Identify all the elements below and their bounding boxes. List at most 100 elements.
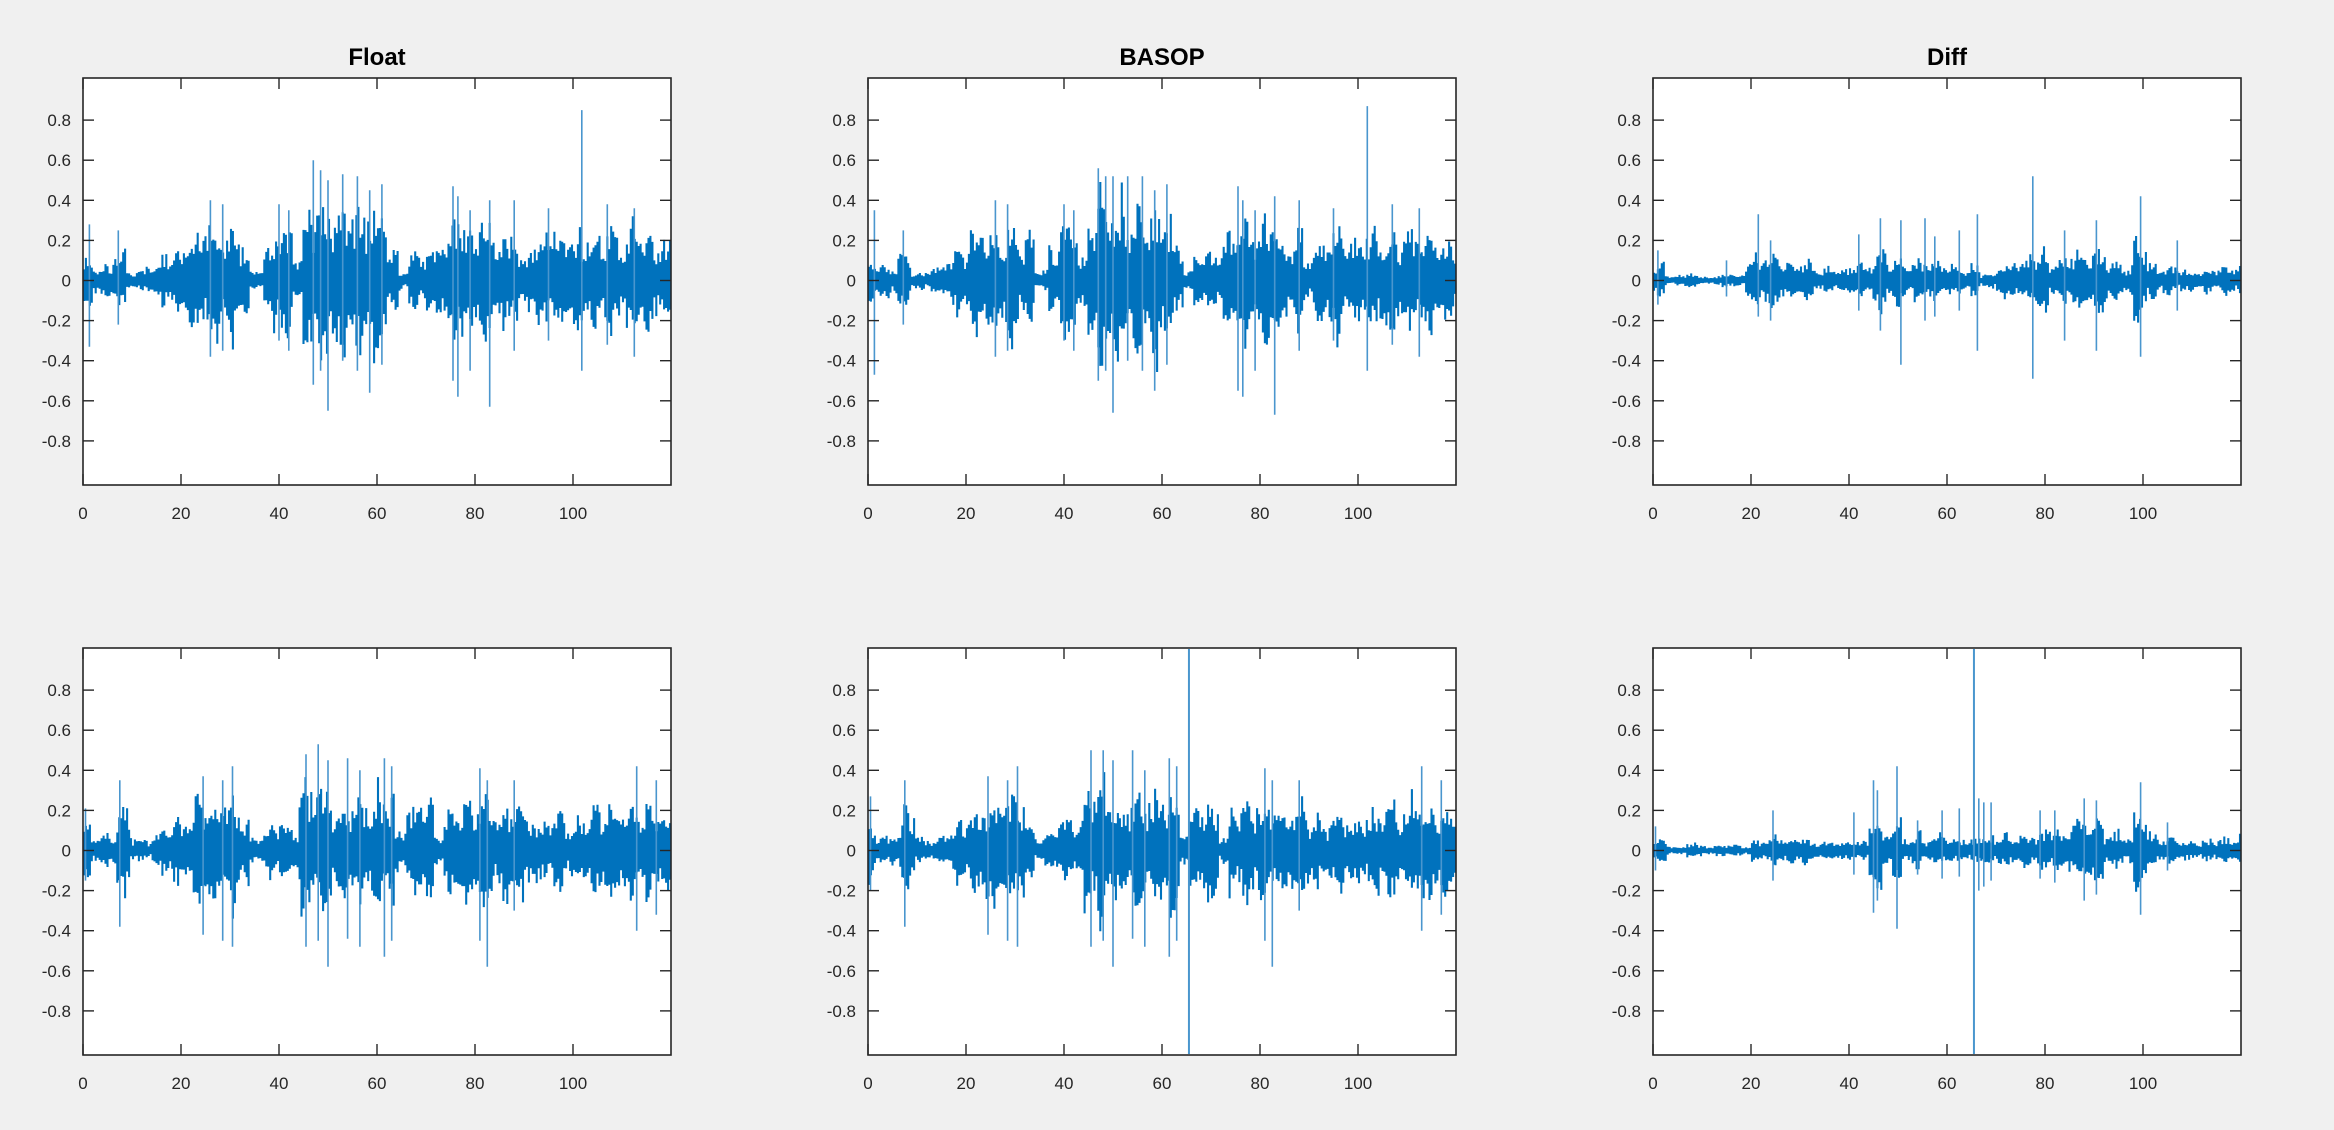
- y-tick-label: 0: [847, 271, 856, 290]
- y-tick-label: 0.4: [832, 191, 856, 210]
- x-tick-label: 100: [559, 1074, 587, 1093]
- waveform-peaks: [1657, 176, 2179, 379]
- y-tick-label: -0.6: [1612, 392, 1641, 411]
- y-tick-label: 0.2: [832, 801, 856, 820]
- y-tick-label: -0.2: [1612, 312, 1641, 331]
- x-tick-label: 80: [1251, 504, 1270, 523]
- y-tick-label: -0.4: [1612, 352, 1641, 371]
- x-tick-label: 40: [270, 1074, 289, 1093]
- y-tick-label: -0.8: [827, 1002, 856, 1021]
- y-tick-label: -0.4: [42, 922, 71, 941]
- y-tick-label: 0.8: [1617, 681, 1641, 700]
- x-tick-label: 20: [172, 1074, 191, 1093]
- x-tick-label: 40: [270, 504, 289, 523]
- plot-title-diff: Diff: [1927, 44, 1967, 71]
- x-tick-label: 20: [172, 504, 191, 523]
- y-tick-label: 0: [62, 841, 71, 860]
- y-tick-label: 0.4: [1617, 191, 1641, 210]
- waveform-body: [82, 206, 672, 364]
- x-tick-label: 100: [1344, 504, 1372, 523]
- y-tick-label: -0.6: [42, 962, 71, 981]
- x-tick-label: 60: [1153, 1074, 1172, 1093]
- axes-diff-ch2: 0 20 40 60 80 100 -0.8 -0.6 -0.4 -0.2 0 0.2 0.4 0.6 0.…: [1612, 647, 2242, 1093]
- y-tick-label: -0.2: [827, 882, 856, 901]
- x-tick-label: 80: [1251, 1074, 1270, 1093]
- y-tick-label: 0: [1632, 271, 1641, 290]
- y-tick-label: 0.2: [47, 231, 71, 250]
- x-tick-label: 40: [1840, 504, 1859, 523]
- y-tick-label: -0.6: [827, 392, 856, 411]
- y-tick-label: -0.6: [42, 392, 71, 411]
- x-tick-label: 60: [1938, 1074, 1957, 1093]
- x-tick-label: 0: [863, 1074, 872, 1093]
- waveform-peaks: [88, 110, 636, 411]
- y-tick-label: 0: [1632, 841, 1641, 860]
- waveform-peaks: [1654, 766, 2169, 929]
- y-tick-label: 0.4: [47, 191, 71, 210]
- y-tick-label: -0.4: [827, 922, 856, 941]
- y-tick-label: -0.4: [827, 352, 856, 371]
- x-tick-label: 80: [466, 1074, 485, 1093]
- waveform-body: [82, 777, 672, 919]
- y-tick-label: 0.8: [47, 681, 71, 700]
- x-tick-label: 40: [1055, 1074, 1074, 1093]
- y-tick-label: 0.4: [832, 761, 856, 780]
- x-tick-label: 100: [2129, 504, 2157, 523]
- axes-diff: 0 20 40 60 80 100 -0.8 -0.6 -0.4 -0.2 0 0.2 0.4 0.6 0.…: [1612, 77, 2242, 523]
- y-tick-label: -0.8: [42, 432, 71, 451]
- x-tick-label: 0: [78, 504, 87, 523]
- x-tick-label: 20: [957, 504, 976, 523]
- y-tick-label: -0.2: [42, 882, 71, 901]
- x-tick-label: 60: [368, 1074, 387, 1093]
- waveform-peaks: [84, 744, 658, 967]
- y-tick-label: 0.6: [47, 721, 71, 740]
- plot-title-float: Float: [348, 44, 406, 71]
- x-tick-label: 20: [1742, 1074, 1761, 1093]
- y-tick-label: -0.6: [827, 962, 856, 981]
- x-tick-label: 60: [368, 504, 387, 523]
- axes-basop: 0 20 40 60 80 100 -0.8 -0.6 -0.4 -0.2 0 0.2 0.4 0.6 0.…: [827, 77, 1457, 523]
- waveform-peaks: [873, 106, 1421, 415]
- y-tick-label: 0: [847, 841, 856, 860]
- y-tick-label: 0.2: [1617, 231, 1641, 250]
- y-tick-label: 0.6: [1617, 721, 1641, 740]
- x-tick-label: 0: [78, 1074, 87, 1093]
- y-tick-label: 0.2: [47, 801, 71, 820]
- y-tick-label: -0.8: [1612, 432, 1641, 451]
- x-tick-label: 0: [863, 504, 872, 523]
- y-tick-label: 0.8: [1617, 111, 1641, 130]
- y-tick-label: -0.8: [42, 1002, 71, 1021]
- y-tick-label: -0.4: [42, 352, 71, 371]
- x-tick-label: 80: [466, 504, 485, 523]
- y-tick-label: -0.8: [1612, 1002, 1641, 1021]
- axes-float: 0 20 40 60 80 100 -0.8 -0.6 -0.4 -0.2 0 0.2 0.4 0.6 0.…: [42, 77, 672, 523]
- x-tick-label: 80: [2036, 504, 2055, 523]
- y-tick-label: 0.2: [832, 231, 856, 250]
- waveform-body: [867, 772, 1457, 932]
- y-tick-label: 0.8: [832, 111, 856, 130]
- y-tick-label: 0.2: [1617, 801, 1641, 820]
- y-tick-label: 0.6: [1617, 151, 1641, 170]
- y-tick-label: 0.8: [47, 111, 71, 130]
- y-tick-label: -0.8: [827, 432, 856, 451]
- y-tick-label: 0.6: [47, 151, 71, 170]
- axes-float-ch2: 0 20 40 60 80 100 -0.8 -0.6 -0.4 -0.2 0 0.2 0.4 0.6 0.…: [42, 647, 672, 1093]
- x-tick-label: 0: [1648, 504, 1657, 523]
- y-tick-label: 0.4: [1617, 761, 1641, 780]
- y-tick-label: -0.6: [1612, 962, 1641, 981]
- x-tick-label: 60: [1938, 504, 1957, 523]
- y-tick-label: -0.4: [1612, 922, 1641, 941]
- waveform-body: [867, 182, 1457, 372]
- y-tick-label: -0.2: [42, 312, 71, 331]
- waveform-peaks: [869, 750, 1443, 967]
- x-tick-label: 0: [1648, 1074, 1657, 1093]
- y-tick-label: 0.8: [832, 681, 856, 700]
- y-tick-label: -0.2: [1612, 882, 1641, 901]
- x-tick-label: 80: [2036, 1074, 2055, 1093]
- x-tick-label: 100: [2129, 1074, 2157, 1093]
- y-tick-label: -0.2: [827, 312, 856, 331]
- x-tick-label: 40: [1055, 504, 1074, 523]
- x-tick-label: 20: [957, 1074, 976, 1093]
- x-tick-label: 40: [1840, 1074, 1859, 1093]
